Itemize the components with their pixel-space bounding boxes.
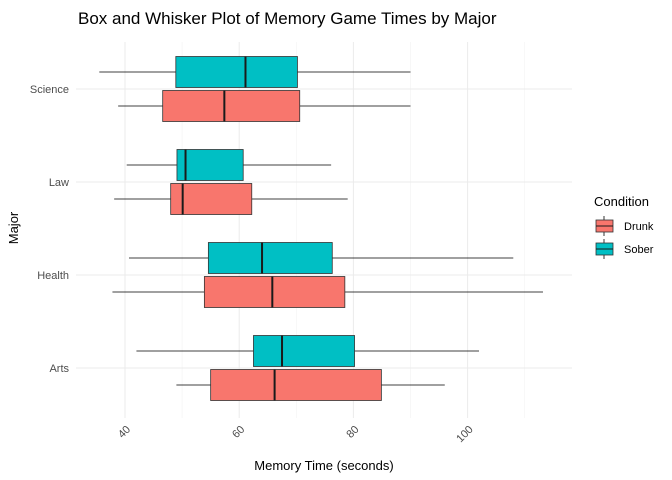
- legend-item-sober: Sober: [595, 239, 654, 259]
- box-sober-law: [126, 149, 332, 181]
- box-drunk-arts: [176, 369, 445, 401]
- x-tick-label: 60: [230, 424, 247, 441]
- x-axis-title: Memory Time (seconds): [254, 458, 393, 473]
- box-sober-health: [128, 242, 514, 274]
- chart-title: Box and Whisker Plot of Memory Game Time…: [78, 9, 497, 28]
- x-tick-label: 40: [116, 424, 133, 441]
- legend-label: Sober: [624, 244, 654, 256]
- x-tick-label: 100: [454, 424, 475, 445]
- box-drunk-law: [114, 183, 348, 215]
- iqr-box: [253, 335, 355, 367]
- box-sober-arts: [136, 335, 480, 367]
- x-tick-label: 80: [344, 424, 361, 441]
- y-axis-title: Major: [6, 211, 21, 244]
- iqr-box: [175, 56, 298, 88]
- iqr-box: [170, 183, 253, 215]
- y-tick-label: Law: [49, 177, 69, 189]
- box-drunk-health: [112, 276, 543, 308]
- legend-title: Condition: [594, 194, 649, 209]
- iqr-box: [162, 90, 301, 122]
- y-tick-label: Science: [30, 84, 69, 96]
- box-sober-science: [99, 56, 411, 88]
- iqr-box: [203, 276, 346, 308]
- plot-boxes: [99, 56, 543, 401]
- x-tick-labels: 40 60 80 100: [116, 424, 476, 445]
- iqr-box: [176, 149, 244, 181]
- y-tick-label: Health: [37, 270, 69, 282]
- iqr-box: [207, 242, 333, 274]
- box-drunk-science: [118, 90, 411, 122]
- legend-label: Drunk: [624, 221, 654, 233]
- y-tick-labels: Arts Health Law Science: [30, 84, 70, 375]
- y-tick-label: Arts: [49, 363, 69, 375]
- legend: Condition Drunk Sober: [594, 194, 654, 259]
- iqr-box: [210, 369, 382, 401]
- legend-item-drunk: Drunk: [595, 216, 654, 236]
